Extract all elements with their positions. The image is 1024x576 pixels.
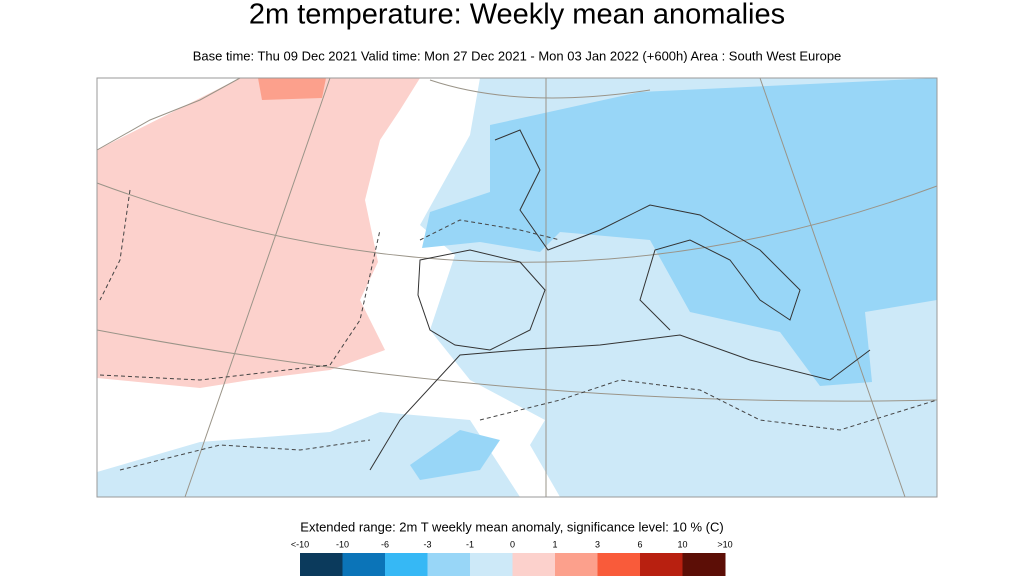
graticule [96, 329, 938, 402]
graticule [759, 77, 906, 498]
significance-contour [419, 219, 561, 241]
legend-swatch [470, 553, 513, 576]
graticule [429, 79, 651, 99]
legend-label: >10 [717, 539, 732, 549]
legend-swatch [597, 553, 641, 576]
significance-contour [479, 379, 938, 431]
warm-anomaly [97, 78, 420, 388]
legend-label: 10 [677, 539, 687, 549]
cold-anomaly [422, 78, 937, 386]
graticule [96, 77, 241, 151]
legend-label: 0 [510, 539, 515, 549]
legend-label: -1 [466, 539, 474, 549]
legend-label: <-10 [291, 539, 309, 549]
legend-label: 3 [595, 539, 600, 549]
significance-contour [99, 189, 131, 301]
cold-anomaly-atlas [410, 430, 500, 480]
legend-swatch [555, 553, 598, 576]
legend-label: -10 [336, 539, 349, 549]
legend-label: -3 [423, 539, 431, 549]
legend: Extended range: 2m T weekly mean anomaly… [291, 519, 733, 576]
subtitle: Base time: Thu 09 Dec 2021 Valid time: M… [193, 48, 842, 63]
cold-anomaly-south [97, 412, 520, 497]
significance-contour [99, 229, 381, 381]
map-frame [96, 77, 938, 498]
legend-swatch [300, 553, 343, 576]
map [96, 77, 938, 498]
coastline-iberia [417, 249, 546, 351]
legend-swatch [682, 553, 726, 576]
legend-label: -6 [381, 539, 389, 549]
significance-contour [119, 439, 371, 471]
graticule [96, 182, 938, 263]
legend-swatch [427, 553, 471, 576]
warm-anomaly-strong [258, 78, 326, 100]
legend-label: 1 [552, 539, 557, 549]
legend-swatch [342, 553, 386, 576]
title: 2m temperature: Weekly mean anomalies [249, 0, 785, 31]
legend-swatch [385, 553, 428, 576]
coastline-africa [369, 334, 871, 471]
legend-title: Extended range: 2m T weekly mean anomaly… [300, 519, 723, 534]
graticule [184, 77, 331, 498]
legend-swatch [512, 553, 556, 576]
legend-label: 6 [637, 539, 642, 549]
coastline-europe [494, 129, 801, 331]
legend-swatch [640, 553, 683, 576]
